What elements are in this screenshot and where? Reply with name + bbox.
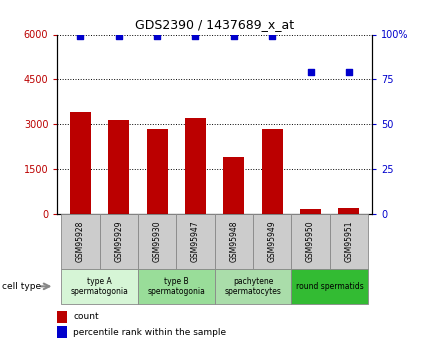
- Bar: [338, 208, 360, 214]
- Bar: [138, 269, 215, 304]
- Bar: [61, 214, 99, 269]
- Title: GDS2390 / 1437689_x_at: GDS2390 / 1437689_x_at: [135, 18, 294, 31]
- Text: type A
spermatogonia: type A spermatogonia: [71, 277, 128, 296]
- Point: [192, 33, 199, 39]
- Bar: [138, 214, 176, 269]
- Text: GSM95949: GSM95949: [268, 221, 277, 262]
- Point: [115, 33, 122, 39]
- Text: GSM95950: GSM95950: [306, 221, 315, 262]
- Text: GSM95947: GSM95947: [191, 221, 200, 262]
- Text: GSM95948: GSM95948: [230, 221, 238, 262]
- Bar: [108, 120, 129, 214]
- Bar: [291, 269, 368, 304]
- Bar: [215, 214, 253, 269]
- Bar: [57, 310, 67, 323]
- Point: [346, 69, 352, 75]
- Bar: [185, 118, 206, 214]
- Bar: [70, 112, 91, 214]
- Bar: [253, 214, 291, 269]
- Text: cell type: cell type: [2, 282, 41, 291]
- Text: round spermatids: round spermatids: [296, 282, 363, 291]
- Text: count: count: [73, 312, 99, 321]
- Bar: [223, 157, 244, 214]
- Point: [154, 33, 161, 39]
- Text: GSM95928: GSM95928: [76, 221, 85, 262]
- Bar: [57, 326, 67, 338]
- Text: GSM95929: GSM95929: [114, 221, 123, 262]
- Bar: [147, 129, 167, 214]
- Point: [77, 33, 84, 39]
- Bar: [215, 269, 291, 304]
- Bar: [262, 129, 283, 214]
- Point: [230, 33, 237, 39]
- Bar: [61, 269, 138, 304]
- Text: type B
spermatogonia: type B spermatogonia: [147, 277, 205, 296]
- Bar: [99, 214, 138, 269]
- Text: GSM95930: GSM95930: [153, 221, 162, 262]
- Point: [307, 69, 314, 75]
- Text: pachytene
spermatocytes: pachytene spermatocytes: [224, 277, 281, 296]
- Bar: [330, 214, 368, 269]
- Text: GSM95951: GSM95951: [344, 221, 353, 262]
- Bar: [176, 214, 215, 269]
- Bar: [300, 209, 321, 214]
- Bar: [291, 214, 330, 269]
- Point: [269, 33, 275, 39]
- Text: percentile rank within the sample: percentile rank within the sample: [73, 328, 226, 337]
